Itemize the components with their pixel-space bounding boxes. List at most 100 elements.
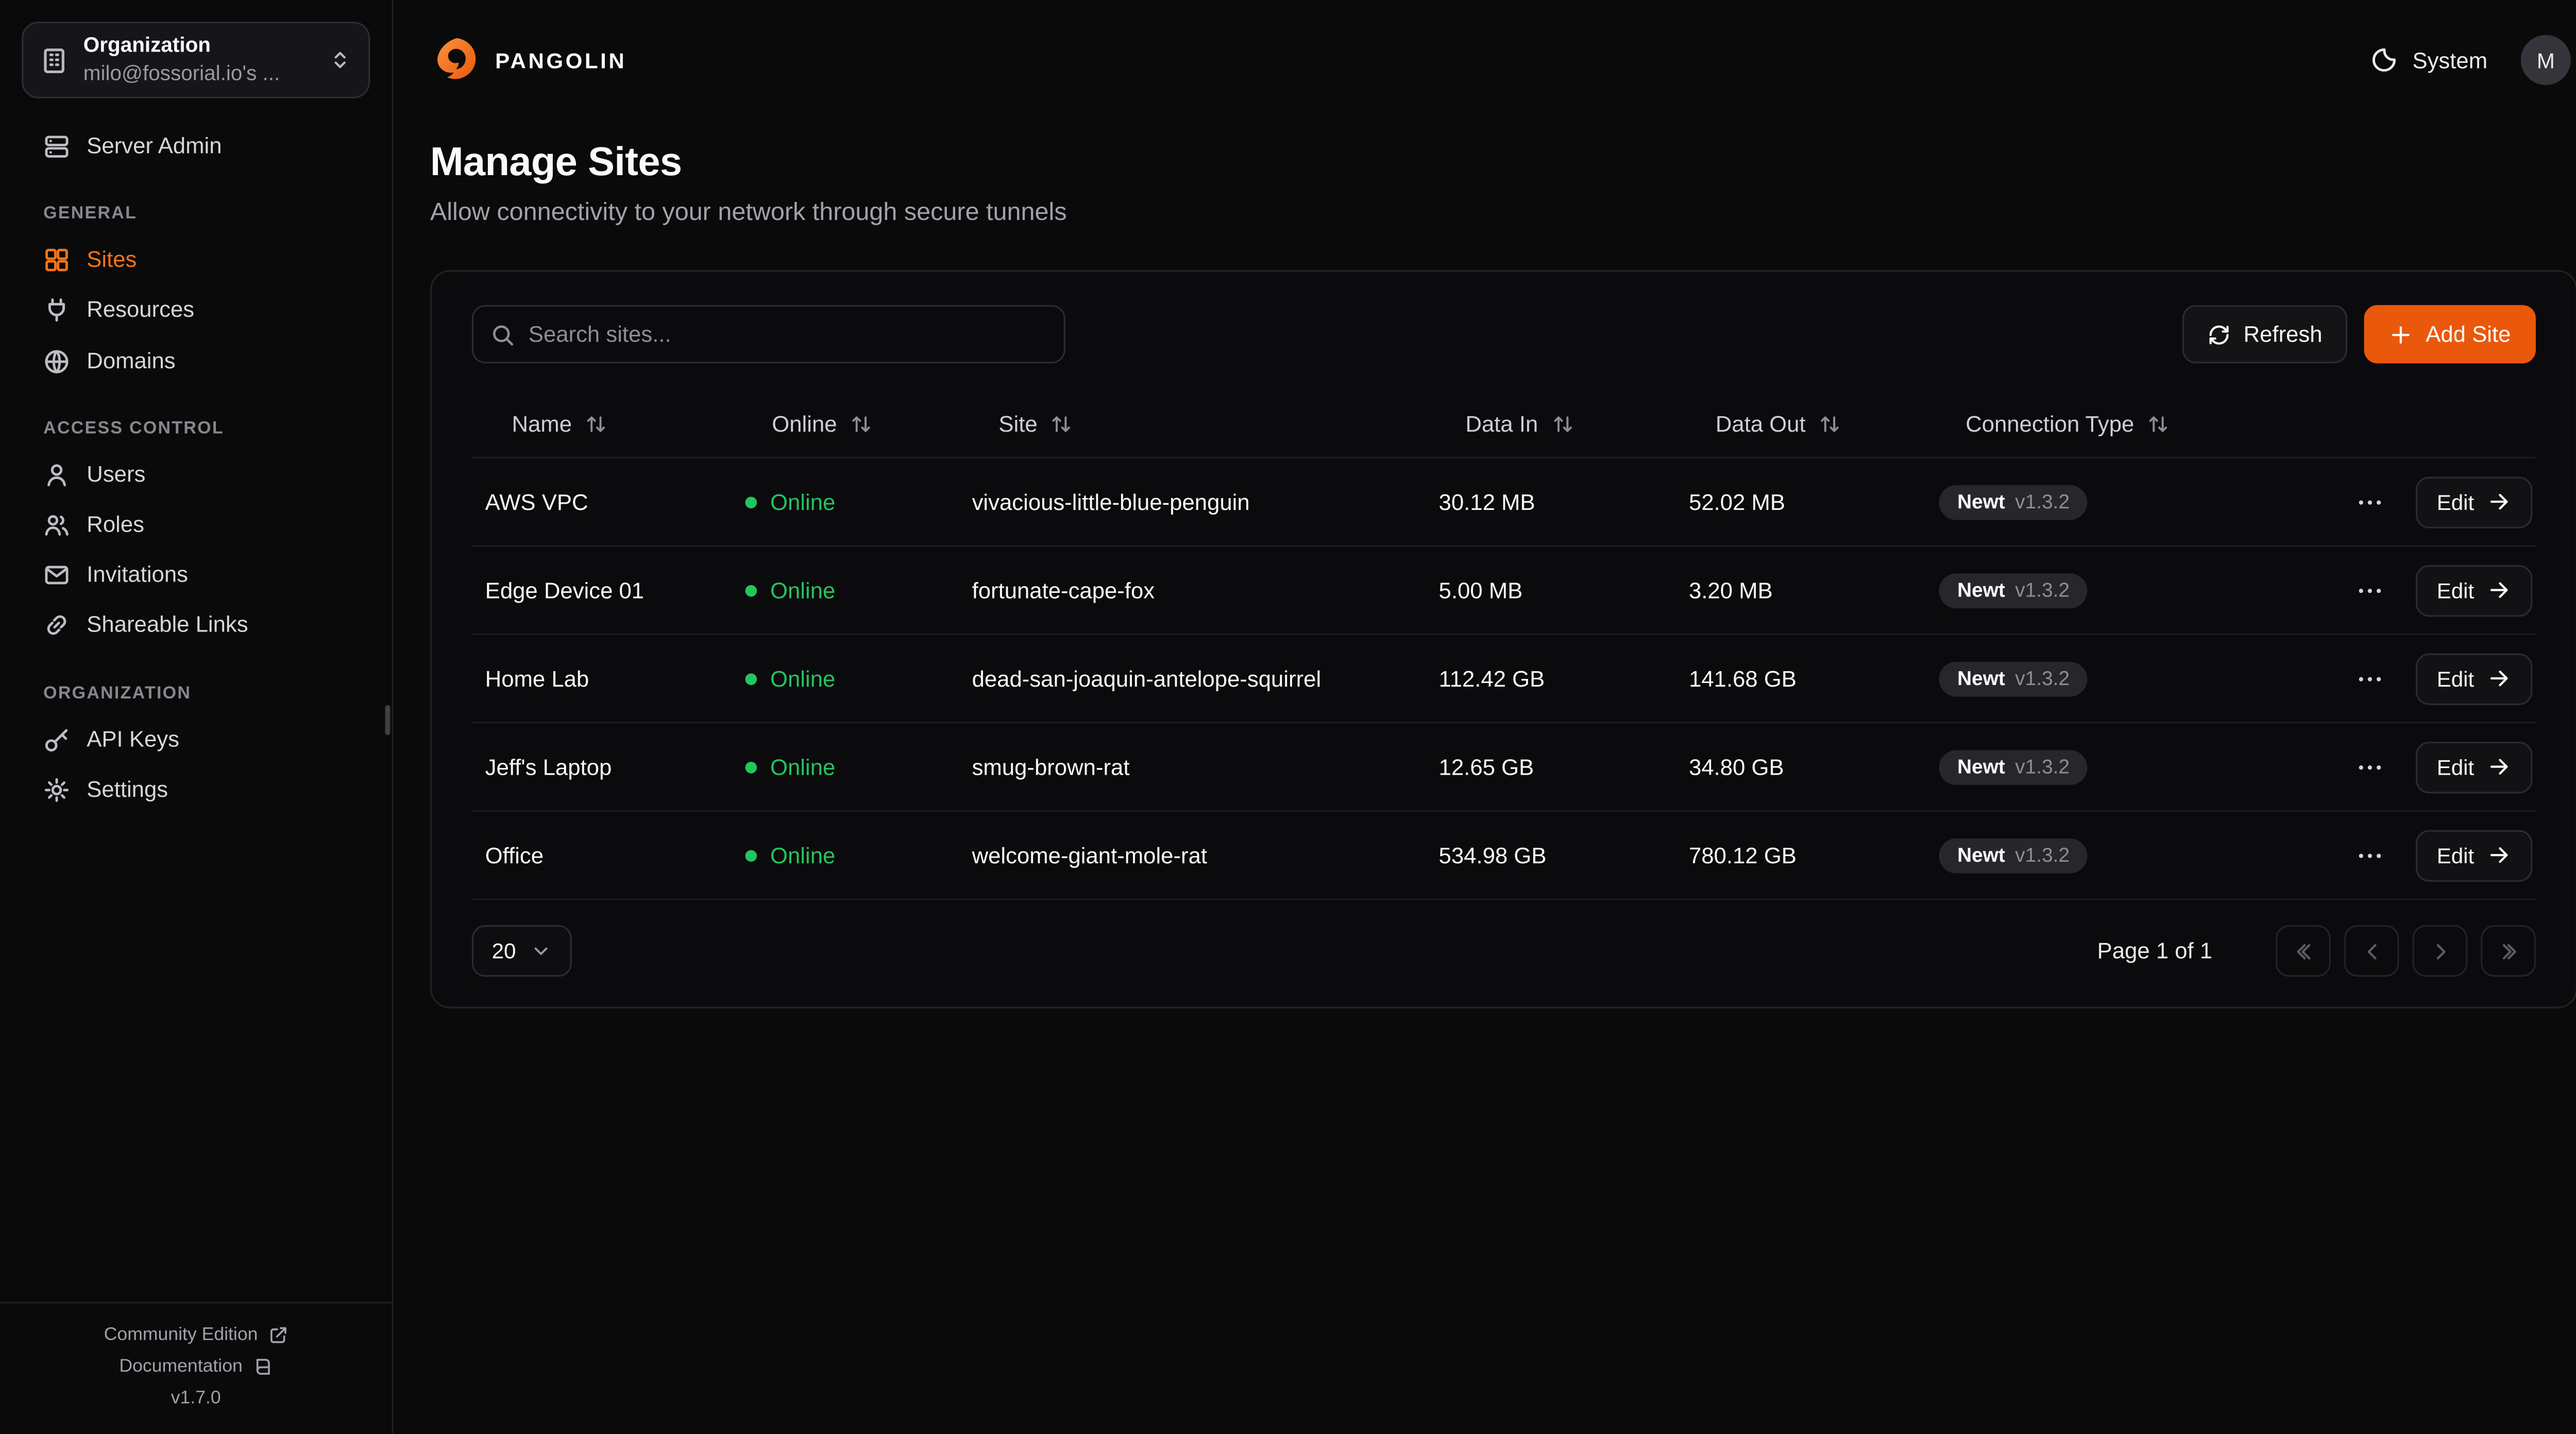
sidebar-item-label: API Keys	[87, 726, 179, 751]
table-row: Jeff's Laptop Online smug-brown-rat 12.6…	[471, 723, 2536, 812]
connection-name: Newt	[1957, 490, 2005, 514]
refresh-button[interactable]: Refresh	[2181, 305, 2348, 364]
table-row: AWS VPC Online vivacious-little-blue-pen…	[471, 458, 2536, 547]
connection-type-badge: Newt v1.3.2	[1939, 572, 2088, 608]
cell-site: vivacious-little-blue-penguin	[972, 489, 1250, 515]
cell-name: Edge Device 01	[485, 577, 645, 603]
online-dot	[745, 849, 757, 861]
column-header-connection-type[interactable]: Connection Type	[1926, 411, 2206, 436]
cell-site: dead-san-joaquin-antelope-squirrel	[972, 665, 1321, 691]
row-menu-button[interactable]	[2348, 481, 2390, 523]
sidebar-item-shareable-links[interactable]: Shareable Links	[22, 601, 370, 651]
search-input[interactable]	[471, 305, 1065, 364]
brand-logo-link[interactable]: PANGOLIN	[430, 35, 626, 85]
cell-name: Home Lab	[485, 665, 589, 691]
column-label: Online	[772, 411, 837, 436]
status-badge: Online	[745, 754, 958, 779]
connection-name: Newt	[1957, 578, 2005, 602]
sidebar-item-label: Resources	[87, 297, 195, 322]
sort-icon	[1551, 413, 1573, 434]
theme-toggle-button[interactable]: System	[2371, 47, 2487, 74]
community-edition-label: Community Edition	[104, 1325, 258, 1345]
book-icon	[252, 1357, 273, 1377]
sidebar-item-server-admin[interactable]: Server Admin	[22, 122, 370, 172]
sidebar-item-label: Domains	[87, 347, 176, 373]
column-header-site[interactable]: Site	[959, 411, 1426, 436]
sidebar-item-resources[interactable]: Resources	[22, 286, 370, 336]
key-icon	[43, 726, 70, 753]
edit-button[interactable]: Edit	[2415, 829, 2533, 881]
status-label: Online	[770, 577, 836, 603]
page-size-select[interactable]: 20	[471, 925, 573, 977]
next-page-button[interactable]	[2412, 925, 2468, 977]
cell-data-out: 52.02 MB	[1689, 489, 1786, 515]
table-toolbar: Refresh Add Site	[471, 305, 2536, 364]
status-label: Online	[770, 754, 836, 779]
sidebar-footer: Community Edition Documentation v1.7.0	[0, 1302, 392, 1433]
pangolin-logo-icon	[430, 35, 480, 85]
cell-name: Jeff's Laptop	[485, 754, 612, 779]
cell-data-in: 30.12 MB	[1438, 489, 1535, 515]
column-header-data-out[interactable]: Data Out	[1675, 411, 1925, 436]
arrow-right-icon	[2487, 755, 2511, 778]
sidebar-item-domains[interactable]: Domains	[22, 336, 370, 386]
last-page-button[interactable]	[2481, 925, 2536, 977]
row-menu-button[interactable]	[2348, 569, 2390, 611]
sidebar-item-users[interactable]: Users	[22, 450, 370, 500]
page-content: Manage Sites Allow connectivity to your …	[394, 120, 2576, 1009]
ellipsis-icon	[2355, 753, 2383, 781]
connection-version: v1.3.2	[2015, 755, 2070, 779]
community-edition-link[interactable]: Community Edition	[104, 1325, 288, 1345]
previous-page-button[interactable]	[2344, 925, 2399, 977]
online-dot	[745, 761, 757, 773]
sidebar-item-roles[interactable]: Roles	[22, 500, 370, 551]
user-avatar[interactable]: M	[2520, 35, 2571, 86]
column-header-name[interactable]: Name	[472, 411, 732, 436]
edit-button[interactable]: Edit	[2415, 741, 2533, 793]
cell-name: AWS VPC	[485, 489, 588, 515]
cell-data-in: 534.98 GB	[1438, 842, 1547, 868]
sidebar: Organization milo@fossorial.io's ... Ser…	[0, 0, 394, 1433]
row-menu-button[interactable]	[2348, 746, 2390, 788]
sidebar-item-invitations[interactable]: Invitations	[22, 550, 370, 601]
page-indicator: Page 1 of 1	[2097, 938, 2213, 964]
main-area: PANGOLIN System M Manage Sites Allow con…	[394, 0, 2576, 1433]
edit-button[interactable]: Edit	[2415, 652, 2533, 705]
cell-site: smug-brown-rat	[972, 754, 1130, 779]
row-menu-button[interactable]	[2348, 658, 2390, 699]
column-header-data-in[interactable]: Data In	[1426, 411, 1675, 436]
edit-button[interactable]: Edit	[2415, 564, 2533, 616]
status-badge: Online	[745, 577, 958, 603]
edit-label: Edit	[2436, 489, 2475, 515]
sidebar-scrollbar-thumb[interactable]	[385, 705, 391, 736]
connection-type-badge: Newt v1.3.2	[1939, 838, 2088, 873]
chevrons-right-icon	[2497, 939, 2520, 962]
brand-name: PANGOLIN	[495, 47, 627, 73]
gear-icon	[43, 776, 70, 803]
edit-button[interactable]: Edit	[2415, 475, 2533, 528]
users-icon	[43, 512, 70, 539]
connection-type-badge: Newt v1.3.2	[1939, 484, 2088, 520]
plus-icon	[2389, 322, 2412, 346]
row-menu-button[interactable]	[2348, 834, 2390, 876]
sidebar-item-api-keys[interactable]: API Keys	[22, 714, 370, 765]
column-header-online[interactable]: Online	[732, 411, 959, 436]
topbar-right: System M	[2371, 35, 2571, 86]
cell-site: welcome-giant-mole-rat	[972, 842, 1208, 868]
edit-label: Edit	[2436, 665, 2475, 691]
sites-card: Refresh Add Site Name O	[430, 270, 2576, 1009]
sidebar-item-sites[interactable]: Sites	[22, 235, 370, 286]
status-label: Online	[770, 489, 836, 515]
org-switcher[interactable]: Organization milo@fossorial.io's ...	[22, 22, 370, 98]
documentation-link[interactable]: Documentation	[119, 1357, 273, 1377]
edit-label: Edit	[2436, 842, 2475, 868]
first-page-button[interactable]	[2276, 925, 2331, 977]
cell-site: fortunate-cape-fox	[972, 577, 1155, 603]
sidebar-item-settings[interactable]: Settings	[22, 764, 370, 815]
search-icon	[490, 322, 515, 347]
sidebar-item-label: Roles	[87, 511, 144, 537]
add-site-button[interactable]: Add Site	[2364, 305, 2536, 364]
chevron-right-icon	[2428, 939, 2451, 962]
sidebar-item-label: Sites	[87, 247, 137, 272]
online-dot	[745, 672, 757, 685]
